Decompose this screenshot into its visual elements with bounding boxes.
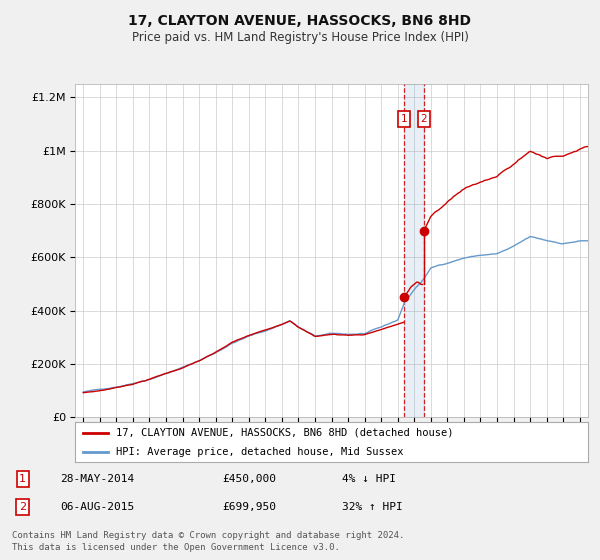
- Text: HPI: Average price, detached house, Mid Sussex: HPI: Average price, detached house, Mid …: [116, 447, 404, 457]
- Text: 4% ↓ HPI: 4% ↓ HPI: [342, 474, 396, 484]
- Text: 1: 1: [401, 114, 407, 124]
- Text: 28-MAY-2014: 28-MAY-2014: [60, 474, 134, 484]
- Text: 1: 1: [19, 474, 26, 484]
- Text: 06-AUG-2015: 06-AUG-2015: [60, 502, 134, 512]
- Text: Contains HM Land Registry data © Crown copyright and database right 2024.: Contains HM Land Registry data © Crown c…: [12, 531, 404, 540]
- Text: This data is licensed under the Open Government Licence v3.0.: This data is licensed under the Open Gov…: [12, 543, 340, 552]
- Text: 2: 2: [421, 114, 427, 124]
- Text: 32% ↑ HPI: 32% ↑ HPI: [342, 502, 403, 512]
- Text: 17, CLAYTON AVENUE, HASSOCKS, BN6 8HD: 17, CLAYTON AVENUE, HASSOCKS, BN6 8HD: [128, 14, 472, 28]
- Text: £450,000: £450,000: [222, 474, 276, 484]
- Text: 17, CLAYTON AVENUE, HASSOCKS, BN6 8HD (detached house): 17, CLAYTON AVENUE, HASSOCKS, BN6 8HD (d…: [116, 428, 454, 437]
- Text: 2: 2: [19, 502, 26, 512]
- Text: Price paid vs. HM Land Registry's House Price Index (HPI): Price paid vs. HM Land Registry's House …: [131, 31, 469, 44]
- Bar: [404, 84, 424, 417]
- Text: £699,950: £699,950: [222, 502, 276, 512]
